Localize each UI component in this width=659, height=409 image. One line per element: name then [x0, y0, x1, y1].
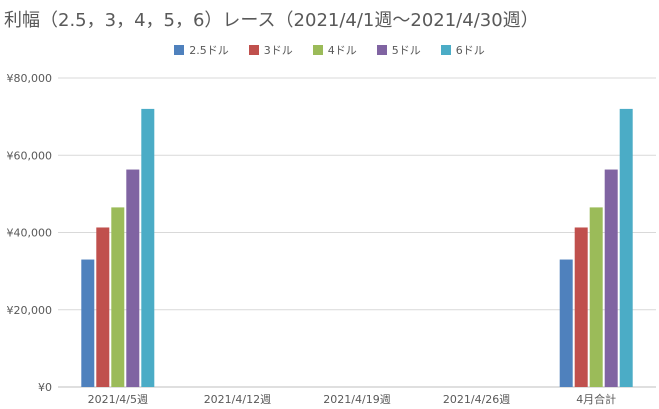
bar: [604, 169, 618, 387]
chart-legend: 2.5ドル 3ドル 4ドル 5ドル 6ドル: [0, 42, 659, 58]
legend-item: 5ドル: [376, 42, 421, 58]
legend-label: 4ドル: [327, 44, 357, 57]
legend-label: 3ドル: [263, 44, 293, 57]
x-tick-label: 4月合計: [576, 392, 616, 406]
y-tick-label: ¥60,000: [7, 149, 53, 162]
y-tick-label: ¥80,000: [7, 72, 53, 85]
legend-label: 6ドル: [455, 44, 485, 57]
legend-swatch: [312, 45, 323, 55]
bar: [574, 227, 588, 387]
bar: [619, 108, 633, 388]
legend-item: 6ドル: [440, 42, 485, 58]
legend-swatch: [440, 45, 451, 55]
bar: [559, 259, 573, 387]
bar: [96, 227, 110, 387]
bar: [111, 207, 125, 387]
legend-label: 5ドル: [391, 44, 421, 57]
legend-swatch: [174, 45, 185, 55]
bar: [126, 169, 140, 387]
legend-item: 4ドル: [312, 42, 357, 58]
y-tick-label: ¥0: [38, 381, 52, 394]
legend-item: 2.5ドル: [174, 42, 229, 58]
bar: [81, 259, 95, 387]
x-tick-label: 2021/4/5週: [88, 393, 148, 406]
y-tick-label: ¥20,000: [7, 304, 53, 317]
chart-title: 利幅（2.5，3，4，5，6）レース（2021/4/1週〜2021/4/30週）: [4, 10, 539, 31]
bar: [141, 108, 155, 388]
legend-item: 3ドル: [248, 42, 293, 58]
legend-swatch: [248, 45, 259, 55]
legend-swatch: [376, 45, 387, 55]
legend-label: 2.5ドル: [189, 44, 229, 57]
x-tick-label: 2021/4/12週: [204, 393, 271, 406]
bar: [589, 207, 603, 387]
x-tick-label: 2021/4/26週: [443, 393, 510, 406]
x-tick-label: 2021/4/19週: [323, 393, 390, 406]
y-tick-label: ¥40,000: [7, 227, 53, 240]
